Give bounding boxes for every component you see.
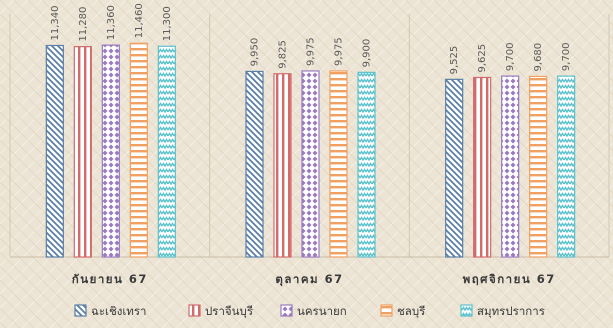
legend-swatch <box>380 304 393 317</box>
legend-label: นครนายก <box>297 304 347 318</box>
data-label: 11,280 <box>78 7 89 42</box>
bar <box>445 78 464 258</box>
legend-label: ฉะเชิงเทรา <box>91 304 147 318</box>
bar <box>473 76 492 258</box>
legend-swatch <box>460 304 473 317</box>
bar <box>301 70 320 258</box>
data-label: 9,700 <box>561 42 572 71</box>
bar <box>501 75 520 258</box>
legend-swatch <box>188 304 201 317</box>
category-label: ตุลาคม 67 <box>275 272 343 287</box>
bar <box>101 44 120 258</box>
legend-label: ชลบุรี <box>397 304 425 318</box>
data-label: 9,975 <box>306 37 317 66</box>
data-label: 9,900 <box>362 39 373 68</box>
category-label: กันยายน 67 <box>72 272 148 286</box>
bar <box>129 42 148 258</box>
data-label: 9,975 <box>334 37 345 66</box>
bar <box>557 75 576 258</box>
data-label: 9,825 <box>278 40 289 69</box>
data-label: 9,680 <box>533 43 544 72</box>
bar <box>357 71 376 258</box>
bar <box>157 45 176 258</box>
data-label: 9,700 <box>505 42 516 71</box>
data-label: 11,340 <box>50 6 61 41</box>
bar <box>273 73 292 258</box>
bar <box>529 75 548 258</box>
data-label: 9,950 <box>250 38 261 67</box>
data-label: 11,460 <box>134 3 145 38</box>
data-label: 11,300 <box>162 6 173 41</box>
legend-label: สมุทรปราการ <box>477 304 545 318</box>
data-label: 9,625 <box>477 44 488 73</box>
bar <box>329 70 348 258</box>
data-label: 11,360 <box>106 5 117 40</box>
legend-label: ปราจีนบุรี <box>205 304 253 318</box>
category-label: พฤศจิกายน 67 <box>463 272 556 286</box>
legend-swatch <box>74 304 87 317</box>
data-label: 9,525 <box>449 46 460 75</box>
legend-swatch <box>280 304 293 317</box>
bar <box>245 70 264 258</box>
bar <box>45 44 64 258</box>
bar <box>73 46 92 258</box>
